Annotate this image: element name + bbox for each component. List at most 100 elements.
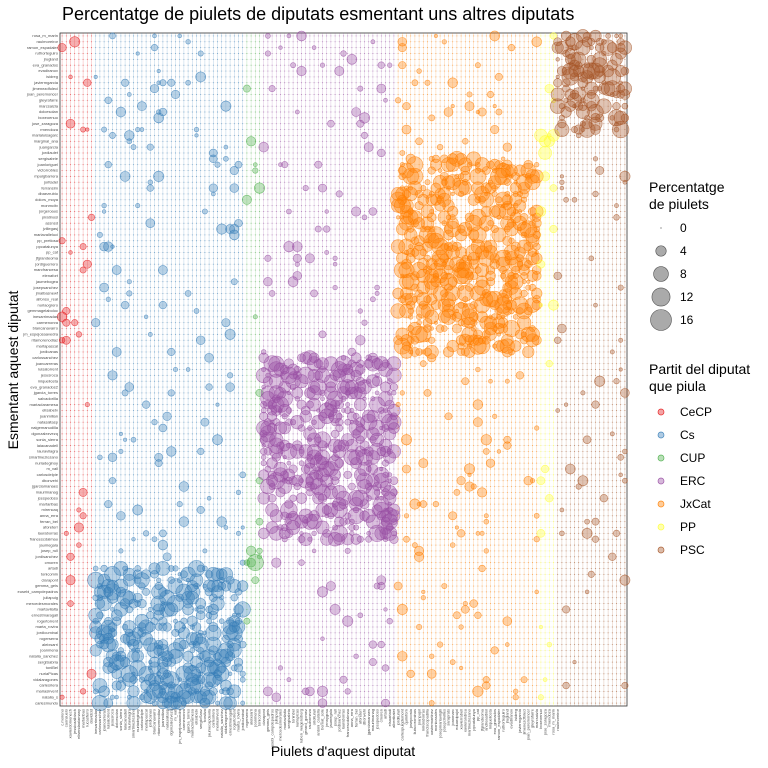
bubble xyxy=(61,298,63,300)
bubble xyxy=(91,304,92,306)
bubble xyxy=(112,392,113,394)
bubble xyxy=(61,129,63,131)
bubble xyxy=(221,351,223,353)
bubble xyxy=(65,118,76,129)
bubble xyxy=(91,527,92,528)
bubble xyxy=(187,527,189,528)
bubble xyxy=(82,521,84,523)
bubble xyxy=(166,187,168,189)
bubble xyxy=(210,191,216,197)
bubble xyxy=(112,47,113,49)
bubble xyxy=(116,626,118,628)
bubble xyxy=(95,53,97,54)
bubble xyxy=(82,685,84,686)
bubble xyxy=(74,679,76,681)
bubble xyxy=(229,527,231,528)
bubble xyxy=(149,550,151,552)
bubble xyxy=(208,183,218,193)
bubble xyxy=(159,529,167,538)
bubble xyxy=(120,573,122,575)
bubble xyxy=(221,345,223,347)
bubble xyxy=(154,216,155,218)
bubble xyxy=(70,228,71,230)
bubble xyxy=(61,328,63,329)
bubble xyxy=(217,88,218,90)
bubble xyxy=(158,497,160,499)
bubble xyxy=(218,618,225,624)
bubble xyxy=(179,216,181,218)
bubble xyxy=(124,199,126,201)
bubble xyxy=(200,93,202,95)
bubble xyxy=(86,269,88,271)
bubble xyxy=(170,146,172,148)
bubble xyxy=(82,591,84,593)
bubble xyxy=(128,544,130,546)
bubble xyxy=(187,398,189,400)
bubble xyxy=(124,410,126,411)
bubble xyxy=(74,521,76,523)
bubble xyxy=(141,597,143,599)
bubble xyxy=(204,351,206,353)
bubble xyxy=(82,392,84,394)
bubble xyxy=(133,187,134,189)
bubble xyxy=(103,480,105,482)
bubble xyxy=(215,402,220,407)
bubble xyxy=(107,117,109,119)
bubble xyxy=(201,208,208,215)
bubble xyxy=(170,41,172,43)
bubble xyxy=(221,591,223,593)
bubble xyxy=(158,265,168,275)
bubble xyxy=(166,76,168,78)
bubble xyxy=(200,216,202,218)
bubble xyxy=(70,690,71,692)
bubble xyxy=(221,76,223,78)
bubble xyxy=(99,480,101,482)
bubble xyxy=(116,527,118,528)
bubble xyxy=(61,304,63,306)
bubble xyxy=(91,175,92,177)
bubble xyxy=(86,205,88,207)
bubble xyxy=(217,696,218,698)
bubble xyxy=(120,333,122,335)
bubble xyxy=(221,328,223,329)
bubble xyxy=(99,679,101,681)
bubble xyxy=(200,252,202,253)
bubble xyxy=(86,298,88,300)
bubble xyxy=(70,199,71,201)
bubble xyxy=(86,410,88,411)
bubble xyxy=(95,369,97,370)
bubble xyxy=(179,404,181,406)
bubble xyxy=(187,661,189,663)
bubble xyxy=(183,146,185,148)
bubble xyxy=(65,427,67,429)
bubble xyxy=(103,439,105,441)
bubble xyxy=(86,35,88,37)
bubble xyxy=(162,146,164,148)
bubble xyxy=(208,433,210,435)
bubble xyxy=(133,41,134,43)
bubble xyxy=(175,275,176,277)
bubble xyxy=(151,536,158,543)
bubble xyxy=(74,369,76,370)
bubble xyxy=(70,216,71,218)
bubble xyxy=(103,99,105,101)
bubble xyxy=(175,474,176,476)
bubble xyxy=(128,374,130,376)
bubble xyxy=(191,35,193,37)
bubble xyxy=(61,480,63,482)
bubble xyxy=(120,474,122,476)
bubble xyxy=(91,415,92,417)
bubble xyxy=(158,58,160,60)
bubble xyxy=(196,181,197,183)
bubble xyxy=(187,386,189,388)
bubble xyxy=(179,386,181,388)
bubble xyxy=(86,421,88,423)
bubble xyxy=(149,404,151,406)
bubble xyxy=(86,357,88,359)
bubble xyxy=(124,47,126,49)
bubble xyxy=(103,398,105,400)
bubble xyxy=(103,228,105,230)
bubble xyxy=(221,497,223,499)
bubble xyxy=(61,158,63,160)
bubble xyxy=(124,170,126,171)
